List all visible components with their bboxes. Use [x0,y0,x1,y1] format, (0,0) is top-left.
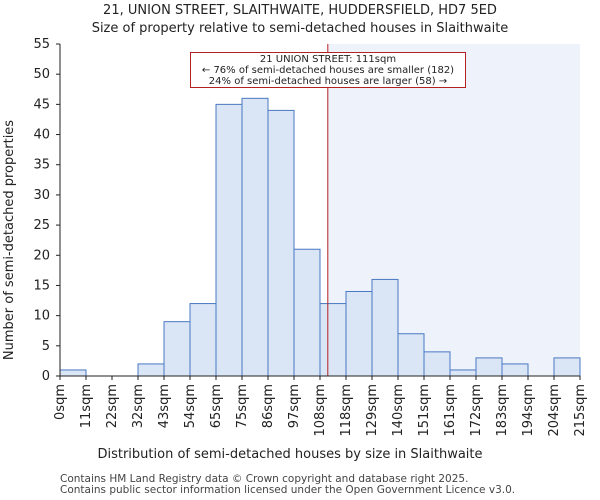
y-tick-label: 40 [33,128,50,143]
y-tick-label: 35 [33,158,50,173]
x-tick-label: 65sqm [209,384,224,428]
x-tick-label: 194sqm [521,384,536,437]
bar-0sqm [59,369,87,377]
x-tick-label: 172sqm [469,384,484,437]
y-tick-label: 30 [33,188,50,203]
bar-183sqm [501,363,529,377]
x-tick-label: 204sqm [547,384,562,437]
bar-118sqm [345,290,373,377]
y-tick-label: 50 [33,67,50,82]
bar-54sqm [189,303,217,377]
bar-172sqm [475,357,503,377]
annotation-line3: 24% of semi-detached houses are larger (… [208,76,448,87]
bar-151sqm [423,351,451,377]
y-axis-label: Number of semi-detached properties [2,120,17,360]
annotation-line2: ← 76% of semi-detached houses are smalle… [201,65,455,76]
x-axis-label: Distribution of semi-detached houses by … [97,447,482,462]
bar-97sqm [293,248,321,377]
x-tick-label: 32sqm [131,384,146,428]
chart-subtitle: Size of property relative to semi-detach… [91,21,509,36]
footer-copyright: Contains HM Land Registry data © Crown c… [60,473,469,485]
bar-86sqm [267,109,295,377]
bar-32sqm [137,363,165,377]
x-tick-label: 118sqm [339,384,354,437]
x-tick-label: 54sqm [183,384,198,428]
x-tick-label: 129sqm [365,384,380,437]
x-tick-label: 43sqm [157,384,172,428]
x-tick-label: 86sqm [261,384,276,428]
footer-licence: Contains public sector information licen… [60,484,516,496]
bar-129sqm [371,278,399,377]
bar-65sqm [215,103,243,377]
x-tick-label: 11sqm [79,384,94,428]
y-tick-label: 10 [33,309,50,324]
bar-75sqm [241,97,269,377]
bar-204sqm [553,357,581,377]
y-tick-label: 55 [33,37,50,52]
y-tick-label: 20 [33,248,50,263]
bar-161sqm [449,369,477,377]
y-tick-label: 25 [33,218,50,233]
y-tick-label: 0 [42,369,50,384]
x-tick-label: 151sqm [417,384,432,437]
y-tick-label: 45 [33,97,50,112]
x-tick-label: 0sqm [53,384,68,420]
x-tick-label: 75sqm [235,384,250,428]
bar-140sqm [397,333,425,377]
annotation-box: 21 UNION STREET: 111sqm ← 76% of semi-de… [190,52,466,88]
y-tick-label: 15 [33,278,50,293]
x-tick-label: 140sqm [391,384,406,437]
x-tick-label: 215sqm [573,384,588,437]
x-tick-label: 22sqm [105,384,120,428]
x-tick-label: 97sqm [287,384,302,428]
bar-108sqm [319,303,347,377]
x-tick-label: 183sqm [495,384,510,437]
chart-title: 21, UNION STREET, SLAITHWAITE, HUDDERSFI… [103,3,497,18]
histogram-chart: 0 5 10 15 20 25 30 35 40 45 50 55 0sqm 11sqm 22sqm 32sq… [2,37,588,462]
x-tick-label: 108sqm [313,384,328,437]
annotation-line1: 21 UNION STREET: 111sqm [259,54,397,65]
bar-43sqm [163,321,191,377]
x-tick-label: 161sqm [443,384,458,437]
y-tick-label: 5 [42,339,50,354]
